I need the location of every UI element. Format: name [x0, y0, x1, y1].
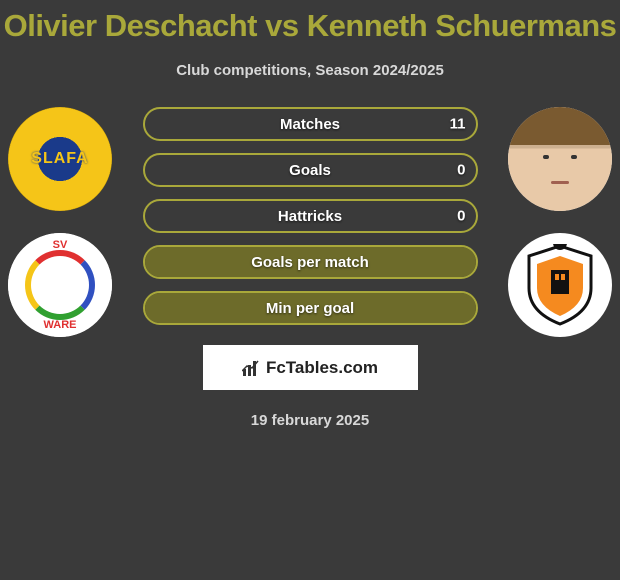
stat-row: Goals per match — [143, 245, 478, 279]
comparison-panel: SLAFA SV WARE — [0, 107, 620, 325]
stat-label: Min per goal — [266, 300, 354, 317]
stat-label: Hattricks — [278, 208, 342, 225]
stats-list: Matches 11 Goals 0 Hattricks 0 Goals per match… — [143, 107, 478, 325]
brand-text: FcTables.com — [266, 358, 378, 378]
stat-value-right: 11 — [450, 116, 466, 133]
subtitle: Club competitions, Season 2024/2025 — [176, 62, 444, 79]
stat-row: Matches 11 — [143, 107, 478, 141]
player-face-icon — [508, 107, 612, 211]
brand-watermark: FcTables.com — [203, 345, 418, 390]
stat-label: Goals per match — [251, 254, 369, 271]
sv-waregem-badge-icon: SV WARE — [8, 233, 112, 337]
stat-label: Matches — [280, 116, 340, 133]
stat-value-right: 0 — [457, 162, 465, 179]
right-player-avatar — [508, 107, 612, 211]
left-player-column: SLAFA SV WARE — [8, 107, 112, 337]
right-club-badge — [508, 233, 612, 337]
deinze-shield-icon — [508, 233, 612, 337]
stat-row: Goals 0 — [143, 153, 478, 187]
left-club-badge: SV WARE — [8, 233, 112, 337]
slafa-badge-icon: SLAFA — [8, 107, 112, 211]
date-text: 19 february 2025 — [251, 412, 369, 429]
page-title: Olivier Deschacht vs Kenneth Schuermans — [4, 8, 617, 44]
brand-bars-icon — [242, 359, 262, 377]
stat-row: Hattricks 0 — [143, 199, 478, 233]
stat-value-right: 0 — [457, 208, 465, 225]
right-player-column — [508, 107, 612, 337]
left-player-avatar: SLAFA — [8, 107, 112, 211]
stat-label: Goals — [289, 162, 331, 179]
stat-row: Min per goal — [143, 291, 478, 325]
